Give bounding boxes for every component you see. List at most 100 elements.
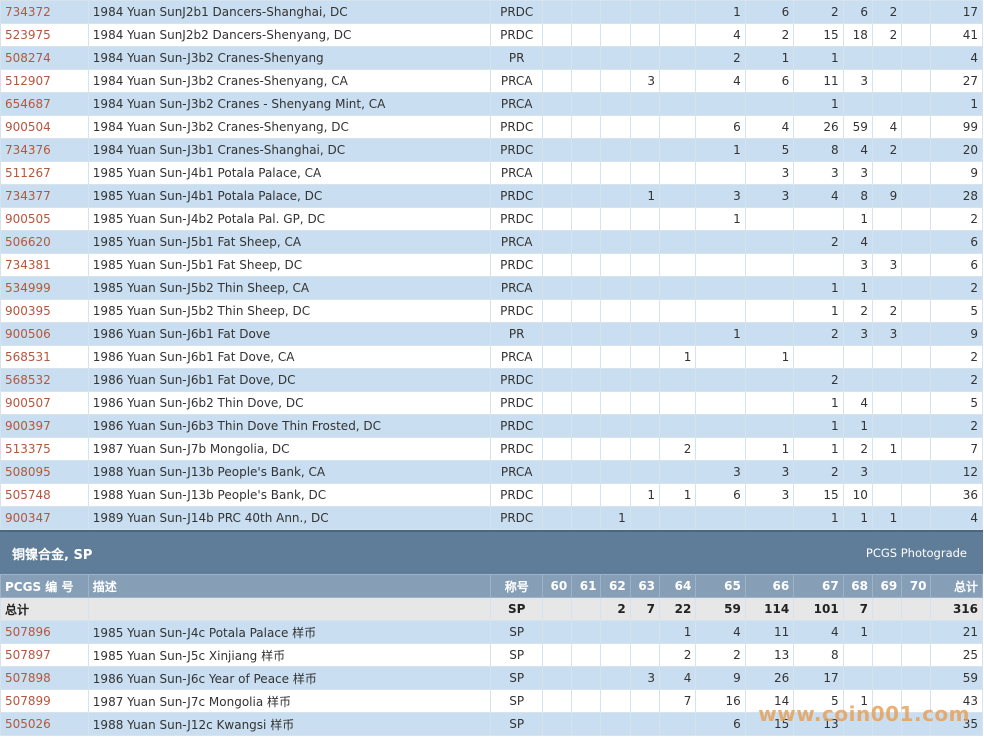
pcgs-number-link[interactable]: 508095 [0,460,89,484]
col-header-61[interactable]: 61 [571,574,602,598]
col-header-62[interactable]: 62 [600,574,631,598]
grade-count-70 [901,620,932,644]
grade-count-63 [629,506,661,530]
grade-count-65: 16 [695,689,746,713]
grade-count-63 [629,46,661,70]
pcgs-number-link[interactable]: 511267 [0,161,89,185]
grade-count-62 [600,322,631,346]
grade-count-65 [695,391,746,415]
grade-count-64 [659,253,697,277]
grade-count-62 [600,23,631,47]
grade-count-61 [571,712,602,736]
pcgs-number-link[interactable]: 508274 [0,46,89,70]
col-header-68[interactable]: 68 [842,574,873,598]
pcgs-number-link[interactable]: 523975 [0,23,89,47]
grade-count-67: 1 [793,92,844,116]
grade-count-70 [901,460,932,484]
grade-count-70 [901,368,932,392]
grade-count-67: 2 [793,322,844,346]
pcgs-number-link[interactable]: 900507 [0,391,89,415]
col-header-64[interactable]: 64 [659,574,697,598]
col-header-pcgs[interactable]: PCGS 编 号 [0,574,89,598]
pcgs-number-link[interactable]: 507897 [0,643,89,667]
pcgs-number-link[interactable]: 513375 [0,437,89,461]
grade-count-60 [541,276,573,300]
col-header-65[interactable]: 65 [695,574,746,598]
col-header-designation[interactable]: 称号 [490,574,543,598]
table-row: 523975 1984 Yuan SunJ2b2 Dancers-Shenyang… [0,23,983,47]
grade-count-63: 1 [629,483,661,507]
pcgs-number-link[interactable]: 734372 [0,0,89,24]
pcgs-number-link[interactable]: 734376 [0,138,89,162]
total-g65: 59 [695,597,746,621]
grade-count-65 [695,506,746,530]
grade-count-68: 3 [842,460,873,484]
pcgs-number-link[interactable]: 507896 [0,620,89,644]
grade-count-67: 1 [793,276,844,300]
pcgs-number-link[interactable]: 900504 [0,115,89,139]
pcgs-number-link[interactable]: 568531 [0,345,89,369]
grade-count-64 [659,460,697,484]
pcgs-number-link[interactable]: 506620 [0,230,89,254]
grade-count-67: 2 [793,368,844,392]
pcgs-number-link[interactable]: 900395 [0,299,89,323]
col-header-70[interactable]: 70 [901,574,932,598]
grade-count-62 [600,689,631,713]
coin-description: 1987 Yuan Sun-J7c Mongolia 样币 [87,689,492,713]
grade-count-66: 5 [744,138,795,162]
col-header-63[interactable]: 63 [629,574,661,598]
table-row: 505026 1988 Yuan Sun-J12c Kwangsi 样币 SP 6 15… [0,712,983,736]
pcgs-number-link[interactable]: 505748 [0,483,89,507]
col-header-66[interactable]: 66 [744,574,795,598]
pcgs-number-link[interactable]: 534999 [0,276,89,300]
designation: PRDC [490,437,543,461]
total-row: 总计 SP 2 7 22 59 114 101 7 316 [0,597,983,621]
pcgs-number-link[interactable]: 507898 [0,666,89,690]
pcgs-number-link[interactable]: 734381 [0,253,89,277]
grade-count-69 [871,368,903,392]
grade-count-65: 6 [695,483,746,507]
photograde-link[interactable]: PCGS Photograde [865,546,967,560]
grade-count-61 [571,689,602,713]
grade-count-61 [571,69,602,93]
grade-count-68 [842,712,873,736]
pcgs-number-link[interactable]: 654687 [0,92,89,116]
total-g68: 7 [842,597,873,621]
grade-count-61 [571,138,602,162]
table-row: 508274 1984 Yuan Sun-J3b2 Cranes-Shenyang… [0,46,983,70]
col-header-total[interactable]: 总计 [930,574,983,598]
designation: PRDC [490,207,543,231]
coin-description: 1985 Yuan Sun-J5b1 Fat Sheep, CA [87,230,492,254]
col-header-67[interactable]: 67 [793,574,844,598]
grade-count-68: 3 [842,161,873,185]
pcgs-number-link[interactable]: 512907 [0,69,89,93]
designation: PRCA [490,92,543,116]
col-header-69[interactable]: 69 [871,574,903,598]
pcgs-number-link[interactable]: 568532 [0,368,89,392]
pcgs-number-link[interactable]: 900397 [0,414,89,438]
grade-count-62 [600,92,631,116]
grade-count-70 [901,391,932,415]
pcgs-number-link[interactable]: 507899 [0,689,89,713]
grade-count-61 [571,23,602,47]
pcgs-number-link[interactable]: 505026 [0,712,89,736]
coin-description: 1988 Yuan Sun-J13b People's Bank, CA [87,460,492,484]
grade-count-63: 1 [629,184,661,208]
grade-count-66 [744,230,795,254]
pcgs-number-link[interactable]: 900505 [0,207,89,231]
pcgs-number-link[interactable]: 900506 [0,322,89,346]
pcgs-number-link[interactable]: 734377 [0,184,89,208]
grade-count-68 [842,46,873,70]
col-header-desc[interactable]: 描述 [87,574,492,598]
grade-count-66: 3 [744,184,795,208]
grade-count-total: 4 [930,506,983,530]
pcgs-number-link[interactable]: 900347 [0,506,89,530]
col-header-60[interactable]: 60 [541,574,573,598]
grade-count-total: 99 [930,115,983,139]
grade-count-62 [600,345,631,369]
grade-count-64 [659,115,697,139]
grade-count-67: 1 [793,414,844,438]
grade-count-68: 59 [842,115,873,139]
grade-count-64: 7 [659,689,697,713]
table-header-row: PCGS 编 号 描述 称号 60 61 62 63 64 65 66 67 6… [0,574,983,598]
